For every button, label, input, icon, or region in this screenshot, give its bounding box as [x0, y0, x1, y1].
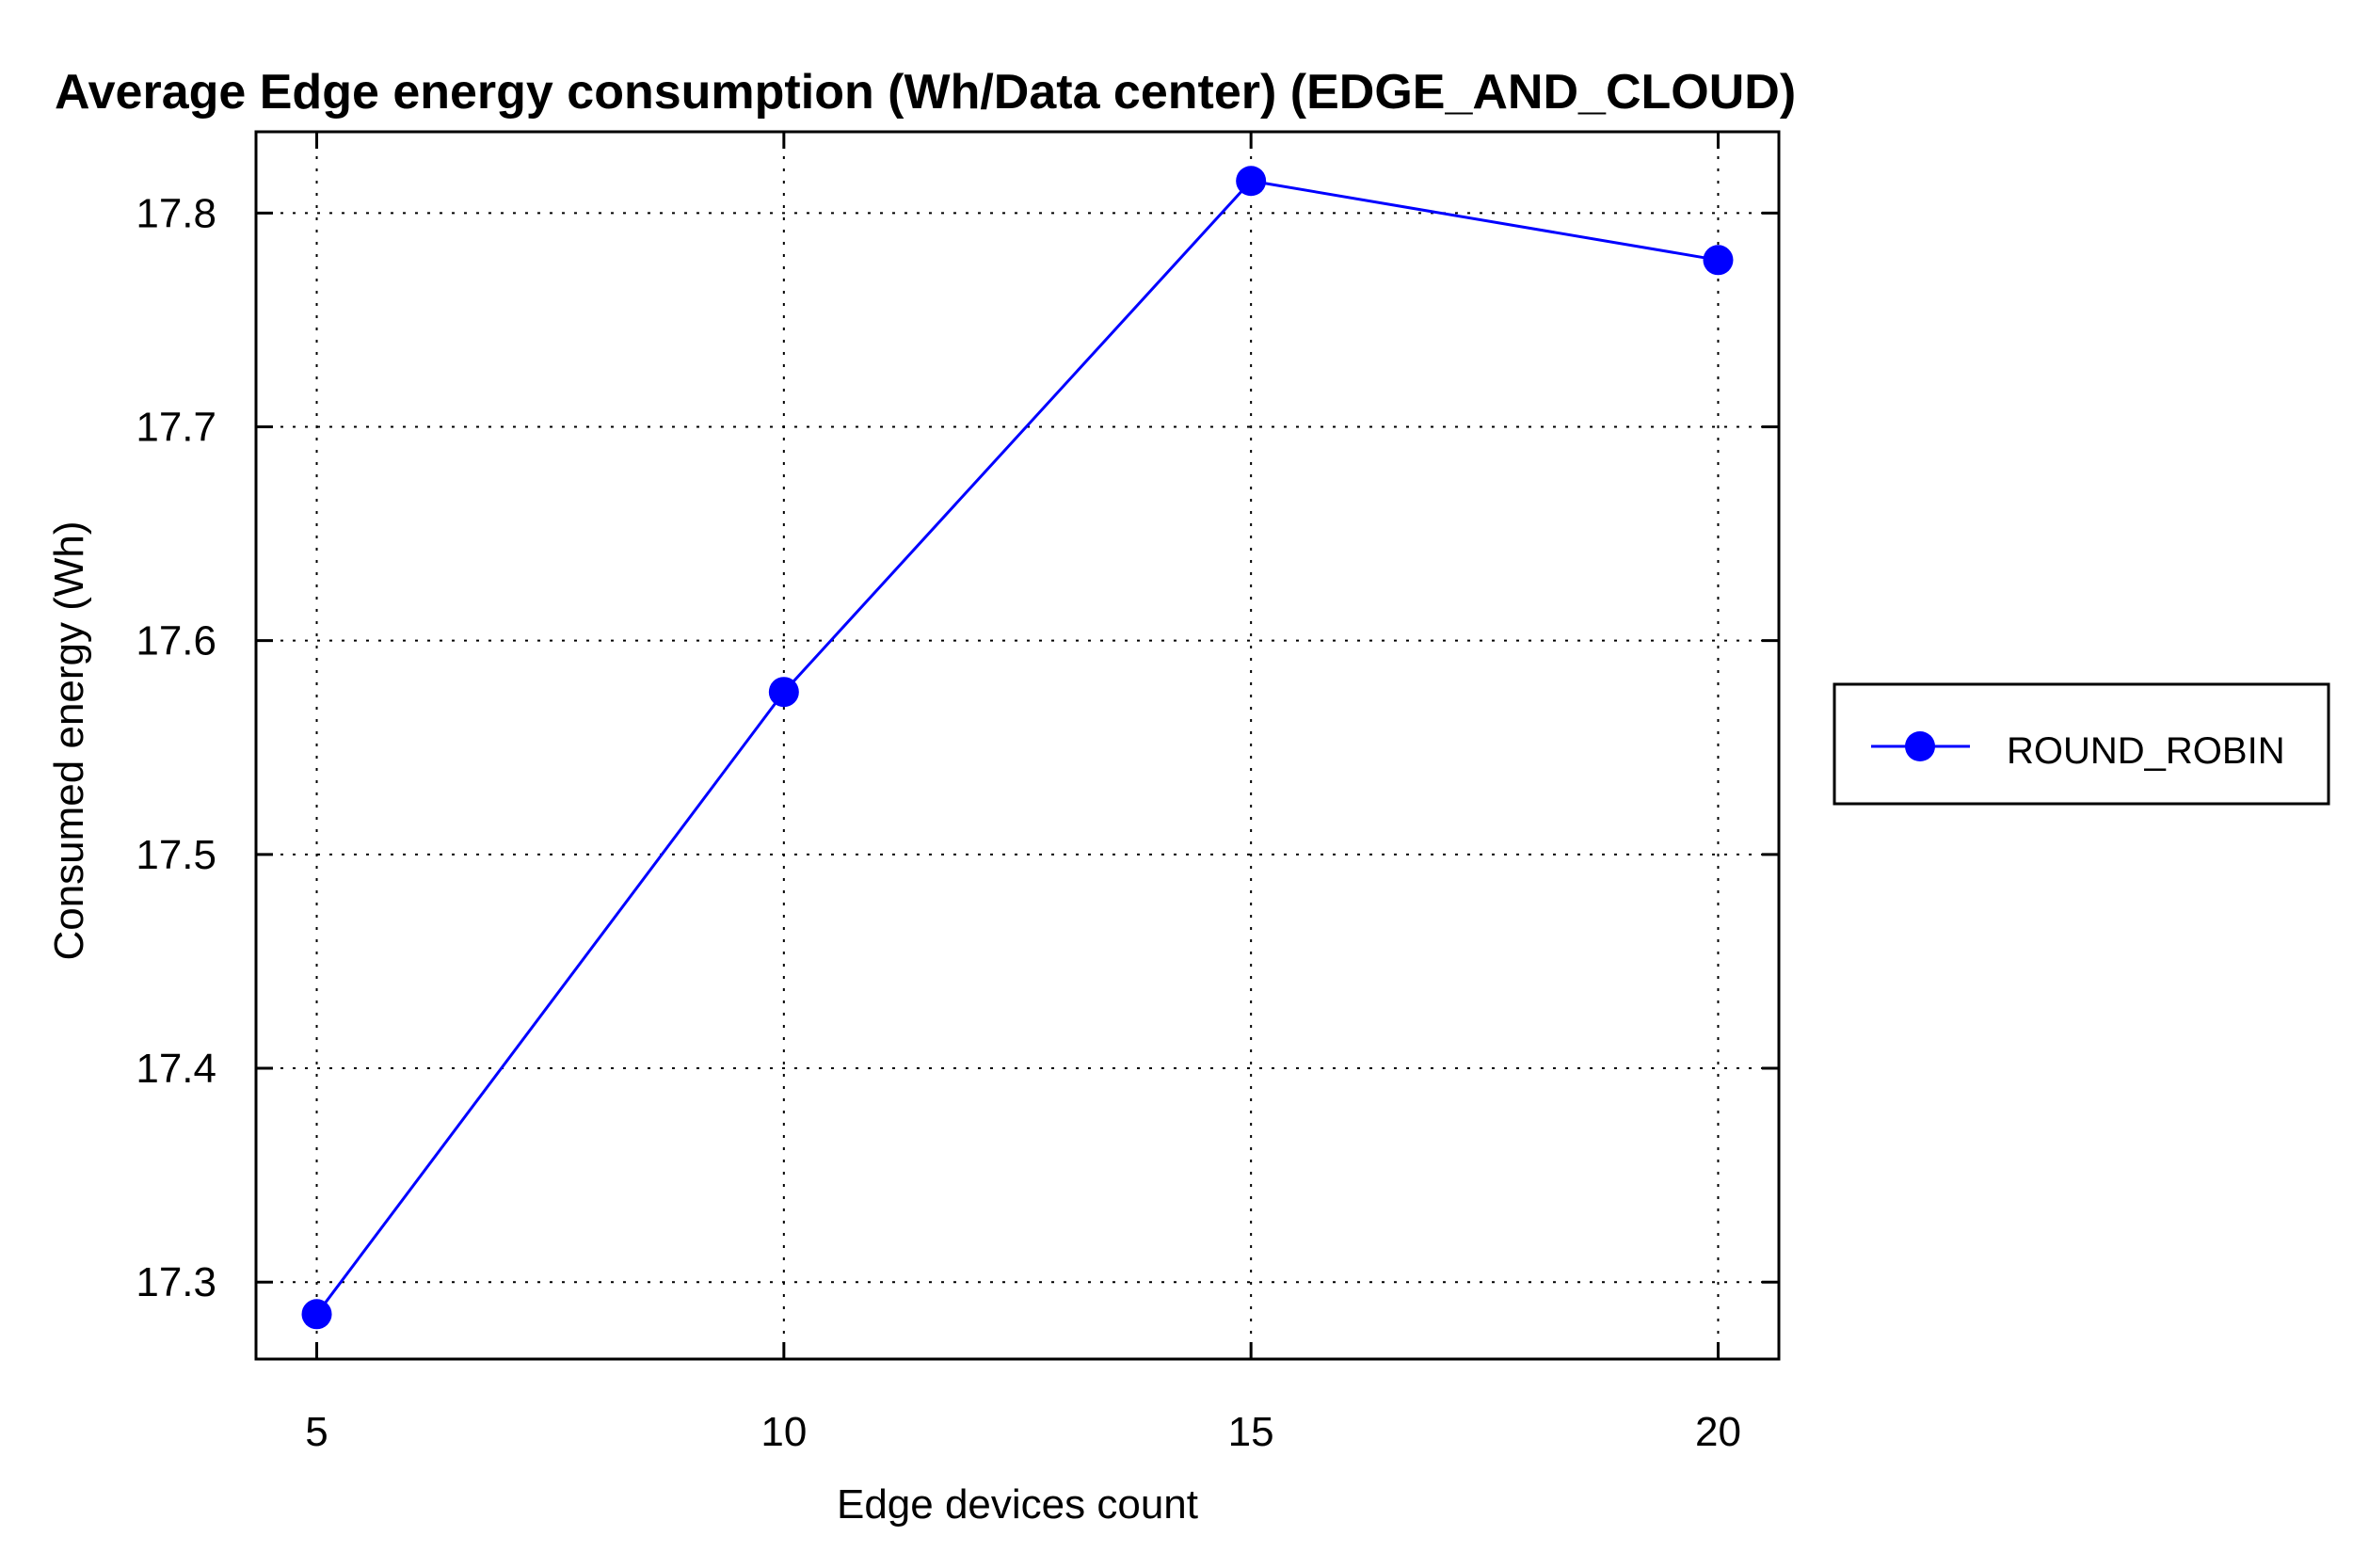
x-axis-label: Edge devices count [837, 1481, 1198, 1528]
y-tick-label: 17.4 [136, 1046, 216, 1092]
data-point [768, 677, 799, 708]
ticks: 5 10 15 20 17.3 17.4 17.5 17.6 17.7 17.8 [136, 132, 1779, 1455]
legend-label: ROUND_ROBIN [2007, 730, 2285, 772]
chart-title: Average Edge energy consumption (Wh/Data… [55, 65, 1796, 120]
plot-frame [254, 130, 1781, 1361]
series-layer [301, 166, 1734, 1330]
data-point [1236, 166, 1267, 197]
y-tick-label: 17.8 [136, 190, 216, 236]
y-tick-label: 17.3 [136, 1259, 216, 1305]
y-tick-label: 17.5 [136, 832, 216, 878]
data-point [301, 1299, 332, 1330]
legend: ROUND_ROBIN [1833, 682, 2330, 806]
y-tick-label: 17.7 [136, 405, 216, 451]
legend-marker-swatch [1905, 731, 1935, 761]
series-line [315, 179, 1719, 1316]
data-point [1703, 245, 1734, 276]
x-tick-label: 15 [1228, 1409, 1274, 1455]
y-axis-label: Consumed energy (Wh) [46, 520, 92, 960]
x-tick-label: 10 [760, 1409, 807, 1455]
grid [256, 132, 1779, 1359]
y-tick-label: 17.6 [136, 618, 216, 664]
x-tick-label: 5 [305, 1409, 328, 1455]
x-tick-label: 20 [1695, 1409, 1741, 1455]
